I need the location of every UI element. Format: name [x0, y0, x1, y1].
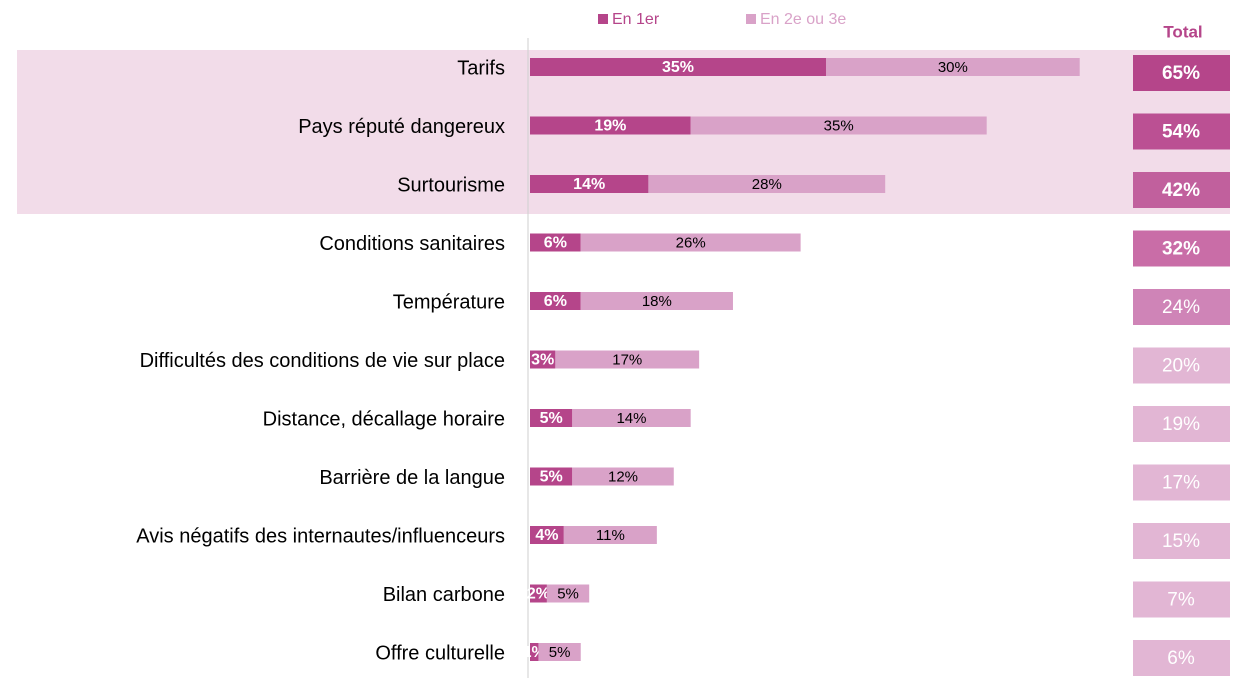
total-label: 6% [1167, 648, 1195, 669]
bar-value-label: 30% [938, 59, 968, 76]
category-label: Bilan carbone [383, 584, 505, 606]
bar-segment [572, 409, 691, 427]
total-label: 32% [1162, 239, 1200, 260]
bar-segment [648, 175, 886, 193]
total-box [1133, 55, 1230, 91]
category-label: Avis négatifs des internautes/influenceu… [136, 525, 505, 547]
bar-value-label: 11% [596, 527, 625, 544]
bar-segment [572, 467, 674, 486]
bar-segment [580, 233, 801, 252]
bar-segment [530, 643, 539, 661]
bar-segment [530, 233, 581, 252]
bar-value-label: 5% [540, 469, 563, 486]
category-label: Pays réputé dangereux [298, 116, 505, 138]
total-label: 19% [1162, 414, 1200, 435]
category-label: Surtourisme [397, 174, 505, 196]
bar-value-label: 14% [573, 176, 605, 193]
bar-segment [530, 584, 547, 603]
bar-value-label: 35% [662, 59, 694, 76]
bar-segment [690, 116, 987, 135]
bar-value-label: 17% [612, 351, 642, 368]
bar-value-label: 5% [540, 410, 563, 427]
category-label: Température [393, 291, 505, 313]
total-box [1133, 113, 1230, 150]
legend-label: En 2e ou 3e [760, 11, 846, 28]
category-label: Tarifs [457, 57, 505, 79]
total-box [1133, 464, 1230, 501]
total-label: 7% [1167, 590, 1195, 611]
total-label: 20% [1162, 356, 1200, 377]
bar-value-label: 2% [527, 586, 550, 603]
legend-swatch [598, 14, 608, 24]
category-label: Conditions sanitaires [319, 233, 505, 255]
total-box [1133, 172, 1230, 208]
bar-value-label: 6% [544, 293, 567, 310]
total-label: 54% [1162, 122, 1200, 143]
bar-segment [530, 175, 649, 193]
total-box [1133, 523, 1230, 559]
category-label: Barrière de la langue [319, 467, 505, 489]
total-label: 24% [1162, 297, 1200, 318]
bar-value-label: 4% [535, 527, 558, 544]
bar-value-label: 28% [752, 176, 782, 193]
bar-segment [538, 643, 581, 661]
bar-segment [563, 526, 657, 544]
bar-segment [530, 526, 564, 544]
bar-segment [530, 350, 556, 369]
category-label: Difficultés des conditions de vie sur pl… [140, 350, 505, 372]
total-label: 65% [1162, 63, 1200, 84]
bar-value-label: 18% [642, 293, 672, 310]
bar-segment [530, 292, 581, 310]
total-label: 15% [1162, 531, 1200, 552]
bar-segment [825, 58, 1080, 76]
bar-value-label: 19% [594, 118, 626, 135]
total-box [1133, 581, 1230, 618]
bar-value-label: 3% [531, 352, 554, 369]
bar-value-label: 14% [616, 410, 646, 427]
bar-value-label: 6% [544, 235, 567, 252]
bar-value-label: 5% [549, 644, 571, 661]
bar-value-label: 12% [608, 468, 638, 485]
category-label: Distance, décallage horaire [263, 408, 505, 430]
bar-segment [530, 409, 573, 427]
bar-value-label: 5% [557, 585, 579, 602]
bar-segment [530, 58, 826, 76]
legend-swatch [746, 14, 756, 24]
bar-segment [530, 116, 691, 135]
bar-segment [546, 584, 590, 603]
total-label: 42% [1162, 180, 1200, 201]
bar-value-label: 35% [824, 117, 854, 134]
bar-segment [530, 467, 573, 486]
total-box [1133, 640, 1230, 676]
total-label: 17% [1162, 473, 1200, 494]
total-box [1133, 347, 1230, 384]
total-box [1133, 289, 1230, 325]
total-box [1133, 230, 1230, 267]
total-title: Total [1163, 22, 1202, 41]
total-box [1133, 406, 1230, 442]
category-label: Offre culturelle [375, 642, 505, 664]
bar-value-label: 26% [676, 234, 706, 251]
bar-segment [555, 350, 700, 369]
bar-segment [580, 292, 733, 310]
legend-label: En 1er [612, 11, 660, 28]
